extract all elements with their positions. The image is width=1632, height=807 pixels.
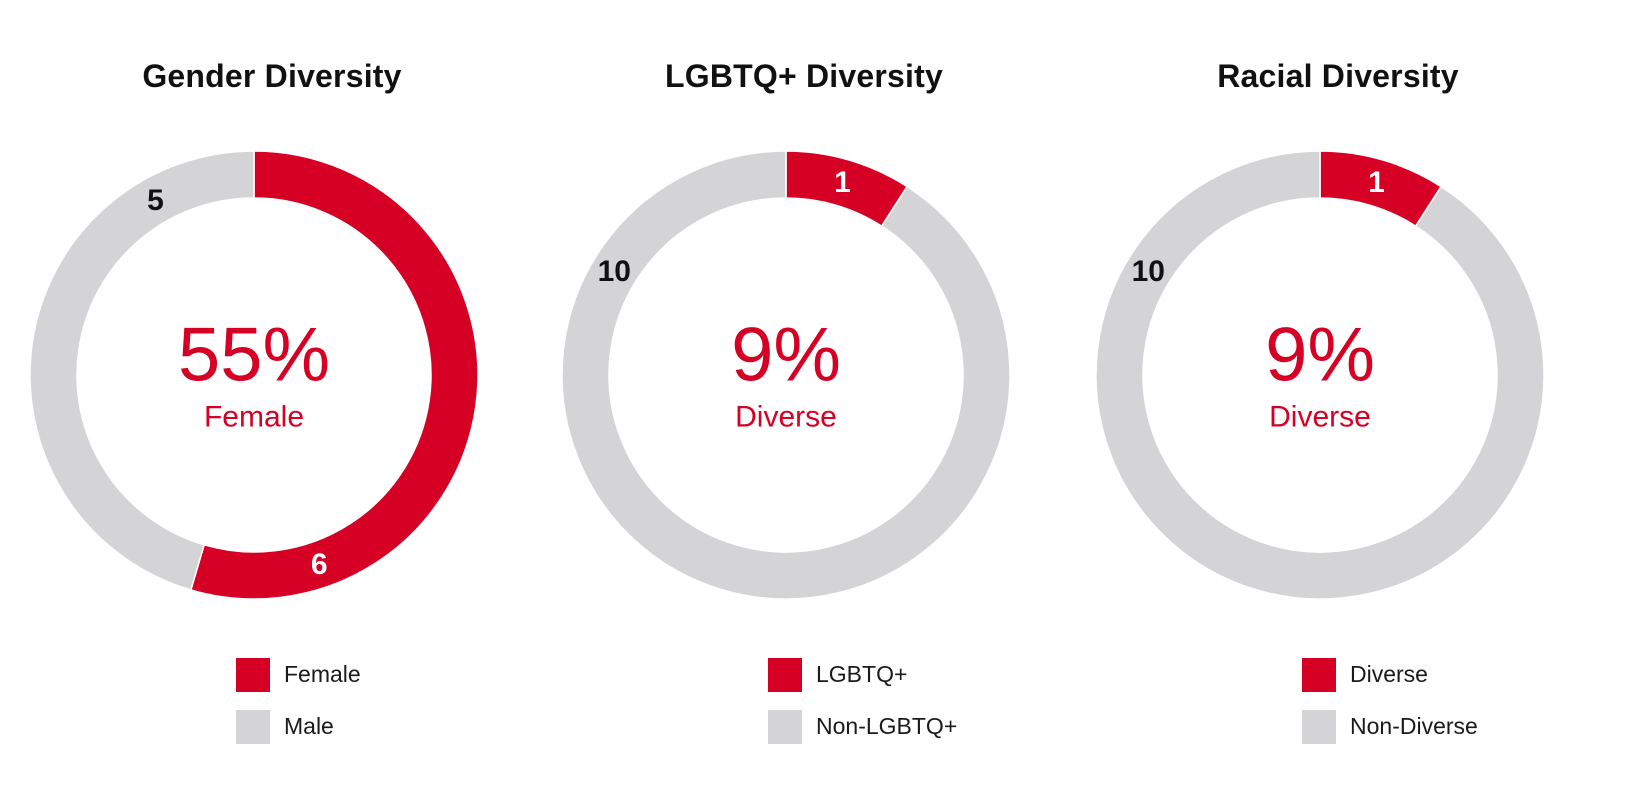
slice-value-label: 5 bbox=[147, 184, 164, 217]
legend-swatch-female bbox=[236, 658, 270, 692]
slice-value-label: 1 bbox=[1368, 166, 1385, 199]
lgbtq-donut-svg: 1 10 9%Diverse bbox=[561, 150, 1011, 600]
center-label: Diverse bbox=[735, 401, 837, 434]
donut-slice-male bbox=[29, 150, 255, 591]
racial-donut-chart: 1 10 9% Diverse bbox=[1085, 140, 1555, 610]
gender-donut-chart: 6 5 55% Female bbox=[19, 140, 489, 610]
chart-title: LGBTQ+ Diversity bbox=[665, 58, 943, 94]
legend-swatch-diverse bbox=[1302, 658, 1336, 692]
center-percentage: 55% bbox=[178, 313, 330, 398]
chart-title: Racial Diversity bbox=[1217, 58, 1459, 94]
lgbtq-donut-chart: 1 10 9% Diverse bbox=[551, 140, 1021, 610]
legend-label: LGBTQ+ bbox=[816, 661, 908, 687]
center-label: Diverse bbox=[1269, 401, 1371, 434]
legend-label: Non-Diverse bbox=[1350, 713, 1478, 739]
gender-donut-svg: 6 5 55%Female bbox=[29, 150, 479, 600]
legend-label: Diverse bbox=[1350, 661, 1428, 687]
donut-slice-female bbox=[189, 150, 479, 600]
center-label: Female bbox=[204, 401, 304, 434]
lgbtq-diversity-panel: LGBTQ+ Diversity 1 10 9% Diverse LGBTQ+ Non… bbox=[532, 0, 1076, 807]
legend-swatch-non-diverse bbox=[1302, 710, 1336, 744]
legend-label: Male bbox=[284, 713, 334, 739]
racial-donut-svg: 1 10 9%Diverse bbox=[1095, 150, 1545, 600]
racial-diversity-panel: Racial Diversity 1 10 9% Diverse Diverse No… bbox=[1066, 0, 1610, 807]
donut-slice-non-lgbtq bbox=[561, 150, 1011, 600]
legend-swatch-non-lgbtq bbox=[768, 710, 802, 744]
legend-swatch-lgbtq bbox=[768, 658, 802, 692]
center-percentage: 9% bbox=[1265, 313, 1375, 398]
chart-title: Gender Diversity bbox=[142, 58, 402, 94]
gender-diversity-panel: Gender Diversity 6 5 55% Female Female Male bbox=[0, 0, 544, 807]
donut-slice-non-diverse bbox=[1095, 150, 1545, 600]
legend-swatch-male bbox=[236, 710, 270, 744]
legend-label: Female bbox=[284, 661, 361, 687]
legend-label: Non-LGBTQ+ bbox=[816, 713, 958, 739]
slice-value-label: 1 bbox=[834, 166, 851, 199]
slice-value-label: 10 bbox=[1132, 255, 1165, 288]
slice-value-label: 6 bbox=[311, 548, 328, 581]
slice-value-label: 10 bbox=[598, 255, 631, 288]
center-percentage: 9% bbox=[731, 313, 841, 398]
